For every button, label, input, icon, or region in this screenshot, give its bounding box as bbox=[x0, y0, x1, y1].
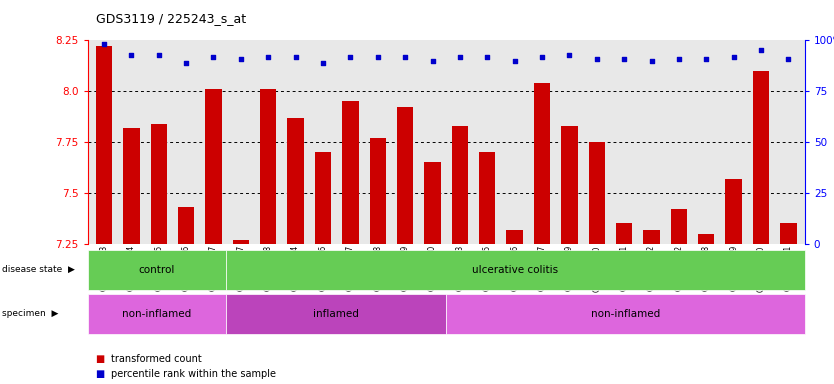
Bar bbox=[314, 152, 331, 244]
Point bbox=[98, 41, 111, 48]
Text: transformed count: transformed count bbox=[111, 354, 202, 364]
Point bbox=[617, 56, 631, 62]
Text: specimen  ▶: specimen ▶ bbox=[2, 310, 58, 318]
Point bbox=[234, 56, 248, 62]
Point bbox=[508, 58, 521, 64]
Point bbox=[344, 53, 357, 60]
Bar bbox=[753, 71, 769, 244]
Bar bbox=[233, 240, 249, 244]
Text: non-inflamed: non-inflamed bbox=[590, 309, 661, 319]
Bar bbox=[698, 233, 715, 244]
Point bbox=[727, 53, 741, 60]
Bar bbox=[506, 230, 523, 244]
Text: inflamed: inflamed bbox=[313, 309, 359, 319]
Point bbox=[480, 53, 494, 60]
Bar bbox=[260, 89, 276, 244]
Point bbox=[781, 56, 795, 62]
Point bbox=[672, 56, 686, 62]
Point bbox=[179, 60, 193, 66]
Text: GDS3119 / 225243_s_at: GDS3119 / 225243_s_at bbox=[96, 12, 246, 25]
Bar bbox=[288, 118, 304, 244]
Bar bbox=[342, 101, 359, 244]
Text: control: control bbox=[138, 265, 174, 275]
Text: ■: ■ bbox=[96, 354, 108, 364]
Bar bbox=[534, 83, 550, 244]
Point bbox=[371, 53, 384, 60]
Point bbox=[152, 51, 165, 58]
Bar bbox=[369, 138, 386, 244]
Point bbox=[754, 47, 767, 53]
Point bbox=[563, 51, 576, 58]
Bar bbox=[780, 223, 796, 244]
Point bbox=[535, 53, 549, 60]
Point bbox=[262, 53, 275, 60]
Point bbox=[207, 53, 220, 60]
Bar bbox=[397, 108, 414, 244]
Text: disease state  ▶: disease state ▶ bbox=[2, 265, 74, 274]
Bar bbox=[96, 46, 113, 244]
Bar bbox=[205, 89, 222, 244]
Bar bbox=[561, 126, 578, 244]
Bar bbox=[589, 142, 605, 244]
Bar bbox=[616, 223, 632, 244]
Text: ulcerative colitis: ulcerative colitis bbox=[472, 265, 558, 275]
Text: percentile rank within the sample: percentile rank within the sample bbox=[111, 369, 276, 379]
Bar bbox=[123, 128, 139, 244]
Point bbox=[289, 53, 302, 60]
Text: non-inflamed: non-inflamed bbox=[122, 309, 191, 319]
Bar bbox=[479, 152, 495, 244]
Point bbox=[700, 56, 713, 62]
Bar bbox=[425, 162, 440, 244]
Point bbox=[590, 56, 604, 62]
Point bbox=[399, 53, 412, 60]
Point bbox=[426, 58, 440, 64]
Point bbox=[453, 53, 466, 60]
Bar bbox=[726, 179, 742, 244]
Bar bbox=[178, 207, 194, 244]
Point bbox=[125, 51, 138, 58]
Point bbox=[645, 58, 658, 64]
Point bbox=[316, 60, 329, 66]
Bar bbox=[452, 126, 468, 244]
Bar bbox=[643, 230, 660, 244]
Text: ■: ■ bbox=[96, 369, 108, 379]
Bar bbox=[150, 124, 167, 244]
Bar bbox=[671, 209, 687, 244]
